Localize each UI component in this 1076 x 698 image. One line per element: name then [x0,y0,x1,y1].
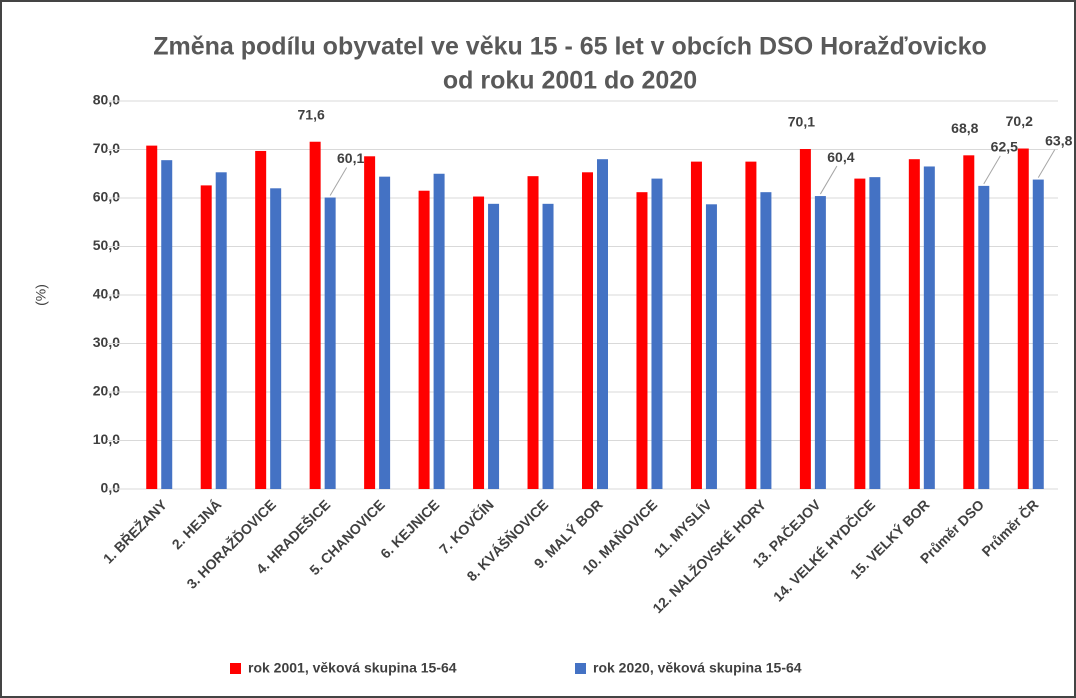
bar [200,185,212,489]
bar [963,155,975,489]
y-tick-label: 10,0 [93,431,120,447]
data-label: 63,8 [1045,132,1072,148]
data-label: 68,8 [951,120,978,136]
bar [542,203,554,489]
y-tick-label: 50,0 [93,237,120,253]
bar [705,204,717,489]
y-tick-label: 70,0 [93,140,120,156]
data-label: 71,6 [298,106,325,122]
leader-line [1037,149,1056,178]
legend-swatch [575,663,586,674]
data-label: 62,5 [991,139,1018,155]
chart-title: od roku 2001 do 2020 [443,67,697,95]
y-tick-label: 20,0 [93,383,120,399]
bar [799,149,811,489]
bar [215,172,227,490]
bar [582,172,593,490]
bar [473,196,485,490]
bar [597,159,608,489]
y-tick-label: 30,0 [93,334,120,350]
legend-swatch [230,663,241,674]
legend-label: rok 2001, věková skupina 15-64 [248,660,457,676]
bar [255,150,267,489]
bar [814,196,826,489]
bar [309,141,321,490]
y-tick-label: 40,0 [93,286,120,302]
bar [488,203,500,489]
bar [636,192,648,489]
bar [324,197,336,489]
leader-line [329,167,348,196]
leader-line [983,155,1001,185]
y-axis-label: (%) [33,284,49,306]
data-label: 70,2 [1006,113,1033,129]
bar [379,176,391,489]
bar [1017,148,1029,489]
data-label: 60,1 [337,150,364,166]
bar [760,192,772,489]
bar [854,178,866,489]
y-tick-label: 0,0 [101,480,121,496]
bar [690,161,702,489]
bar [869,177,881,489]
bar [527,176,539,490]
y-tick-label: 60,0 [93,189,120,205]
bar [923,166,935,489]
bar [908,159,920,489]
bar [1032,179,1044,489]
bar [433,173,445,489]
y-tick-label: 80,0 [93,92,120,108]
legend-label: rok 2020, věková skupina 15-64 [593,660,802,676]
bar [745,161,757,489]
bar [146,145,158,489]
chart-title: Změna podílu obyvatel ve věku 15 - 65 le… [153,33,987,61]
bar [161,160,173,490]
bar [418,190,430,489]
data-label: 60,4 [827,149,854,165]
data-label: 70,1 [788,114,815,130]
bar [270,188,282,490]
bar [978,185,990,489]
leader-line [819,165,838,195]
bar [651,178,663,489]
bar [364,156,376,490]
